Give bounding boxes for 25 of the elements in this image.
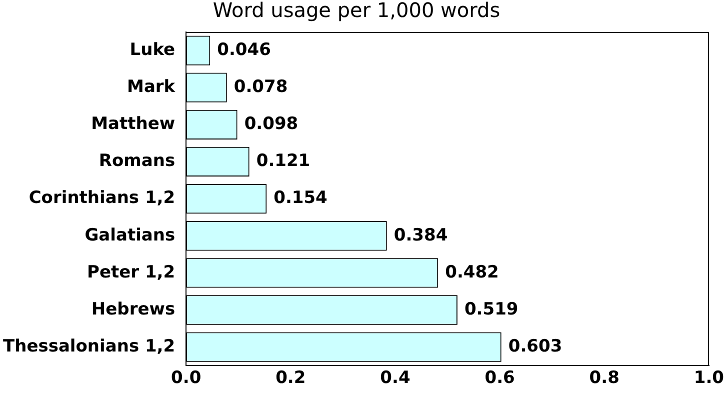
data-label: 0.121 xyxy=(256,151,310,172)
x-tick-label: 0.8 xyxy=(589,368,620,388)
data-label: 0.603 xyxy=(508,336,562,356)
data-label: 0.482 xyxy=(445,262,499,282)
y-tick-label: Galatians xyxy=(84,225,176,246)
chart-title: Word usage per 1,000 words xyxy=(212,0,500,22)
data-label: 0.384 xyxy=(394,225,448,246)
y-tick-label: Matthew xyxy=(91,114,176,134)
data-label: 0.154 xyxy=(274,188,328,208)
y-tick-label: Mark xyxy=(127,77,176,98)
x-tick-label: 0.2 xyxy=(276,368,306,388)
y-tick-label: Romans xyxy=(98,151,176,172)
y-tick-label: Luke xyxy=(130,40,176,60)
x-tick-label: 1.0 xyxy=(694,368,724,388)
x-tick-label: 0.6 xyxy=(484,368,515,388)
y-tick-label: Corinthians 1,2 xyxy=(28,188,176,208)
data-label: 0.098 xyxy=(244,114,298,134)
x-tick-label: 0.4 xyxy=(380,368,410,388)
x-tick-label: 0.0 xyxy=(171,368,202,388)
y-tick-label: Peter 1,2 xyxy=(87,262,176,282)
data-label: 0.078 xyxy=(234,77,288,98)
y-tick-label: Thessalonians 1,2 xyxy=(2,336,176,356)
data-label: 0.519 xyxy=(464,299,518,320)
y-tick-label: Hebrews xyxy=(91,299,176,320)
data-label: 0.046 xyxy=(217,40,271,60)
